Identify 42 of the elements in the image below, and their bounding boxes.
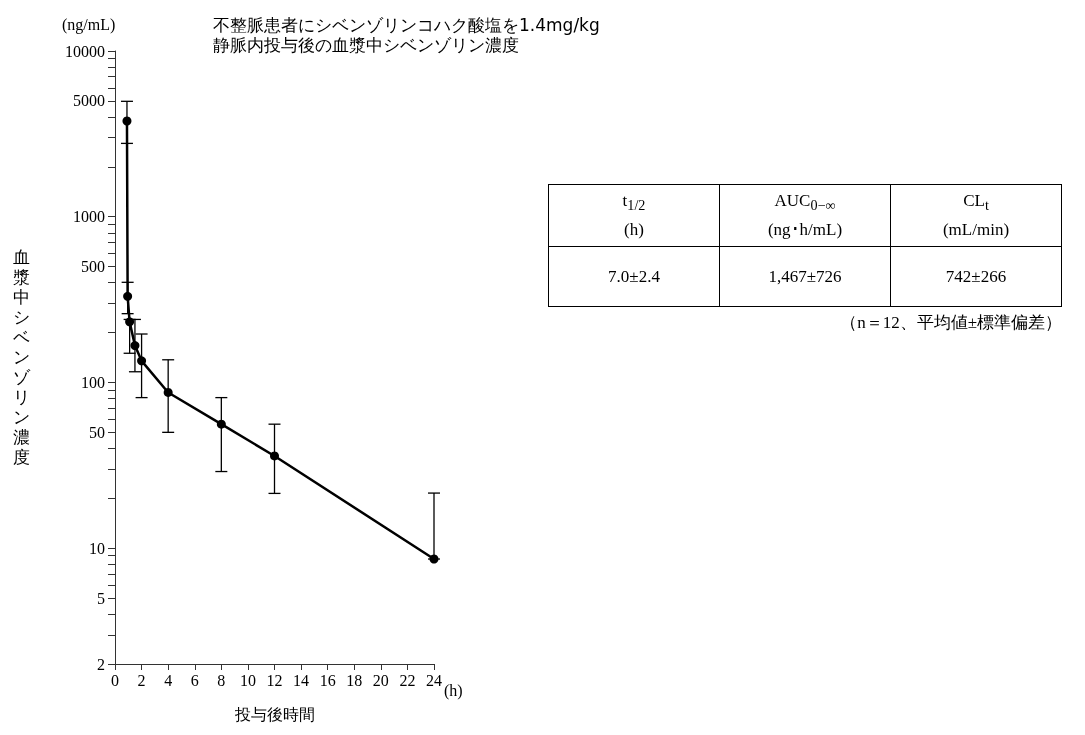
chart-title: 不整脈患者にシベンゾリンコハク酸塩を1.4mg/kg 静脈内投与後の血漿中シベンゾリン濃度 [213,15,600,55]
x-tick-label: 18 [346,671,363,689]
point [270,451,279,461]
text: 7.0±2.4 [548,246,720,307]
point [130,341,140,351]
y-tick-label: 50 [89,423,105,441]
text: （n＝12、平均値±標準偏差） [839,312,1062,334]
y-tick-label: 2 [97,655,105,673]
y-tick-label: 10000 [65,42,105,60]
point [429,554,439,564]
point [216,419,226,429]
text: 1,467±726 [719,246,891,307]
x-tick-label: 12 [266,671,283,689]
y-tick-label: 500 [81,258,105,276]
x-tick-label: 22 [399,671,416,689]
text: t$_{1/2}$ (h) [548,184,720,247]
y-tick-label: 1000 [73,208,105,226]
x-tick-label: 2 [137,671,146,689]
x-tick-label: 8 [217,671,226,689]
x-tick-label: 0 [111,671,119,689]
text: 742±266 [890,246,1062,307]
x-tick-label: 14 [293,671,310,689]
y-tick-label: 5000 [73,92,105,110]
x-tick-label: 20 [372,671,389,689]
text: (h) [444,681,463,700]
x-tick-label: 10 [239,671,256,689]
point [163,387,173,397]
x-tick-label: 4 [164,671,173,689]
x-axis-title: 投与後時間 [233,705,315,723]
point [123,291,133,301]
x-tick-label: 16 [319,671,336,689]
y-tick-label: 5 [97,589,105,607]
x-tick-label: 6 [190,671,199,689]
y-tick-label: 10 [89,539,105,557]
x-tick-label: 24 [426,671,442,689]
text: 血漿中シベンゾリン濃度 [13,248,30,467]
text: CL$_{t}$ (mL/min) [890,184,1062,247]
point [122,116,132,126]
point [137,356,147,366]
text: (ng/mL) [62,15,116,34]
text: AUC$_{0−∞}$ (ng･h/mL) [719,184,891,247]
y-tick-label: 100 [81,373,105,391]
